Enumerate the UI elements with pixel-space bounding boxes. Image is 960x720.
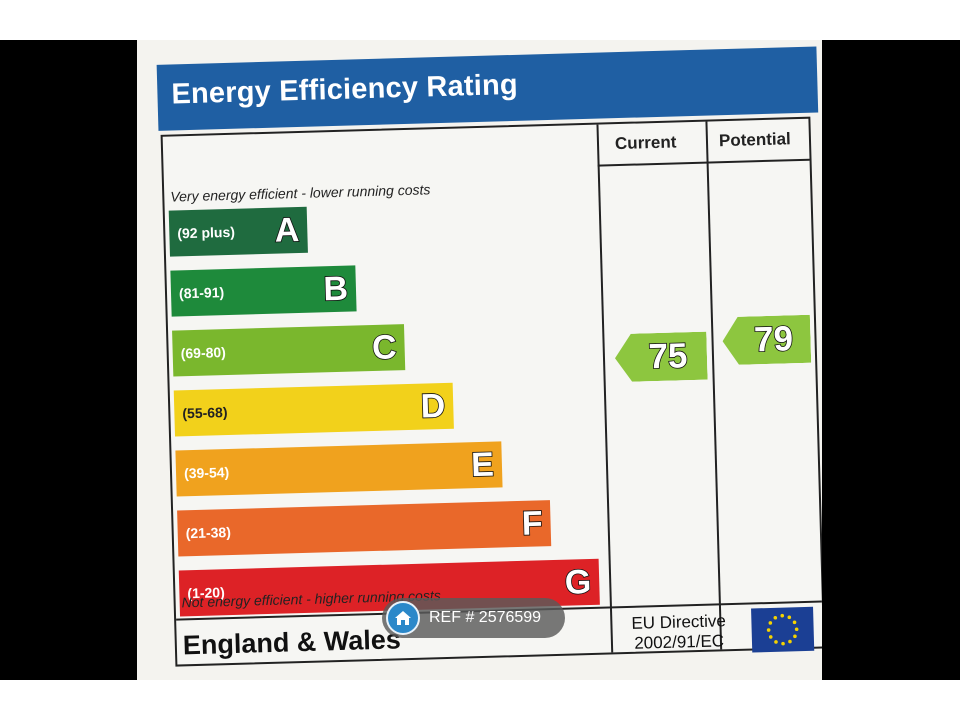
epc-page: Energy Efficiency Rating Current Potenti… [137,40,822,680]
potential-column-divider [705,121,723,650]
directive-line-2: 2002/91/EC [634,631,725,653]
eu-star [794,627,799,632]
rating-band-c: (69-80) C [172,324,406,377]
band-range: (81-91) [178,284,225,302]
rating-band-f: (21-38) F [177,500,552,557]
potential-rating-value: 79 [753,319,794,360]
band-range: (21-38) [185,524,232,542]
directive-line-1: EU Directive [631,611,727,633]
top-caption: Very energy efficient - lower running co… [170,181,431,205]
eu-star [766,628,771,632]
eu-star [768,621,773,625]
left-black-border [0,40,137,680]
eu-star [793,634,797,639]
eu-stars-icon [766,613,799,646]
eu-star [787,615,792,620]
current-rating-arrow: 75 [614,332,707,383]
region-label: England & Wales [182,624,402,661]
current-column-header: Current [614,132,677,154]
current-rating-value: 75 [647,336,688,377]
band-letter: F [520,503,544,543]
column-header-divider [597,158,810,167]
house-glyph-icon [395,611,411,625]
eu-directive: EU Directive 2002/91/EC [631,611,727,654]
band-letter: C [371,327,398,367]
rating-band-b: (81-91) B [170,265,357,317]
right-black-border [822,40,960,680]
rating-band-e: (39-54) E [175,441,503,497]
band-letter: B [322,268,349,308]
band-letter: A [273,210,300,250]
reference-watermark: REF # 2576599 [382,598,565,638]
page-title: Energy Efficiency Rating [171,68,519,111]
eu-star [792,620,797,625]
reference-label: REF # 2576599 [429,609,542,626]
potential-column-header: Potential [718,129,792,151]
rating-band-a: (92 plus) A [168,206,308,257]
band-range: (92 plus) [177,223,236,242]
epc-document: Energy Efficiency Rating Current Potenti… [137,40,822,680]
rating-table: Current Potential Very energy efficient … [160,116,822,669]
band-letter: G [563,562,592,602]
eu-star [781,641,785,646]
eu-star [773,615,778,620]
rating-band-d: (55-68) D [173,382,454,437]
band-range: (39-54) [183,464,230,482]
eu-flag-icon [751,606,815,653]
eu-star [768,635,773,639]
home-icon [386,601,420,635]
eu-star [774,640,778,644]
footer: England & Wales EU Directive 2002/91/EC [176,603,822,669]
band-range: (55-68) [182,404,228,422]
band-letter: D [419,386,446,426]
band-range: (69-80) [180,344,227,362]
eu-star [788,639,792,644]
eu-star [780,613,785,618]
potential-rating-arrow: 79 [722,315,811,365]
band-letter: E [470,444,495,484]
